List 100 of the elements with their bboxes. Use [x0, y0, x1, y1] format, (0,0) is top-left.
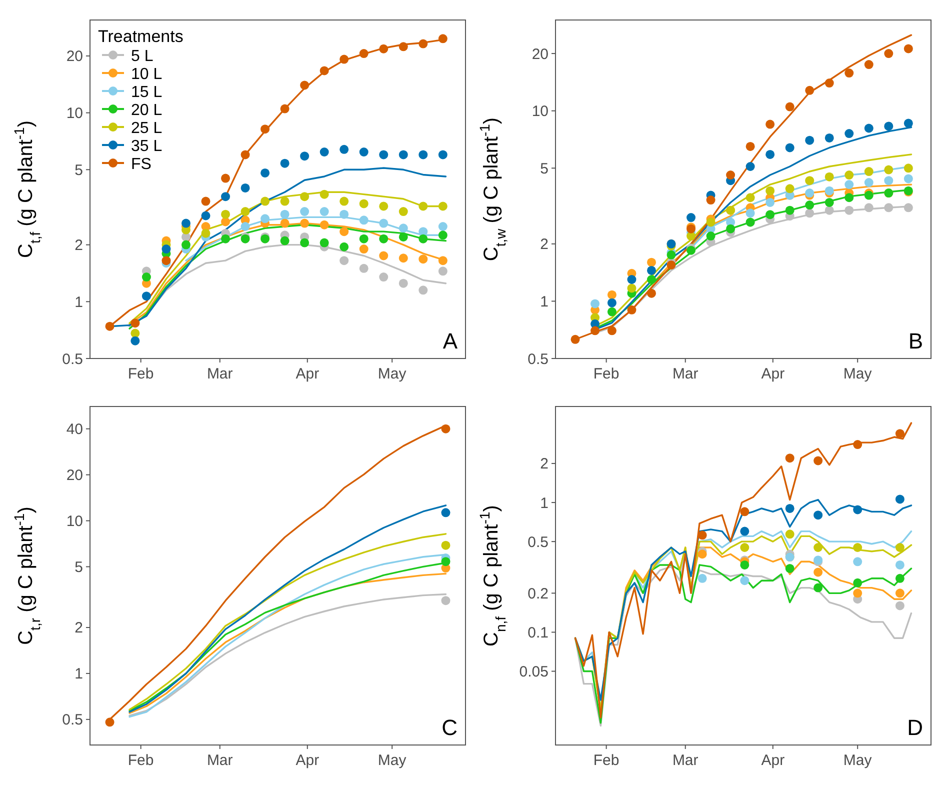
y-tick-label: 2 [540, 456, 548, 473]
y-tick-label: 10 [532, 103, 548, 120]
point [814, 583, 823, 592]
point [221, 192, 230, 202]
annotation: B [908, 328, 923, 354]
point [864, 124, 874, 133]
x-tick-label: Mar [672, 752, 698, 769]
point [853, 505, 862, 514]
point [340, 242, 349, 252]
point [418, 286, 428, 295]
point [379, 202, 388, 211]
point [706, 218, 716, 227]
point [398, 232, 408, 242]
point [320, 207, 329, 216]
point [805, 176, 814, 186]
point [824, 198, 834, 207]
y-tick-label: 0.5 [528, 350, 548, 368]
point [904, 44, 913, 54]
y-tick-label: 2 [540, 236, 548, 254]
point [824, 186, 834, 196]
point [398, 207, 408, 216]
point [844, 68, 854, 78]
point [438, 34, 448, 44]
x-tick-label: May [378, 752, 407, 769]
point [240, 183, 250, 192]
point [785, 184, 794, 194]
point [240, 222, 250, 231]
point [895, 588, 904, 598]
point [740, 576, 750, 586]
point [864, 178, 874, 188]
point [884, 203, 894, 212]
point [240, 150, 250, 160]
point [766, 120, 775, 129]
point [438, 266, 448, 276]
point [698, 530, 707, 540]
point [300, 192, 310, 202]
point [895, 560, 904, 570]
point [280, 218, 290, 228]
point [359, 199, 368, 208]
point [844, 180, 854, 190]
point [627, 275, 636, 284]
y-tick-label: 20 [66, 48, 83, 66]
point [379, 272, 388, 282]
point [221, 234, 230, 244]
point [280, 210, 290, 219]
point [570, 334, 580, 344]
point [260, 214, 270, 224]
point [379, 44, 388, 54]
y-tick-label: 5 [74, 558, 83, 576]
point [785, 530, 794, 539]
point [864, 203, 874, 212]
x-tick-label: Feb [128, 366, 154, 382]
point [844, 193, 854, 202]
annotation: D [907, 715, 923, 740]
legend-label: 10 L [131, 66, 162, 83]
point [853, 588, 862, 598]
point [320, 190, 329, 199]
legend-title: Treatments [98, 27, 184, 46]
point [340, 210, 349, 219]
point [904, 203, 913, 212]
point [895, 601, 904, 610]
point [607, 290, 616, 300]
y-tick-label: 20 [532, 46, 548, 63]
point [844, 129, 854, 138]
point [785, 102, 794, 112]
point [398, 224, 408, 233]
point [221, 210, 230, 219]
y-tick-label: 0.2 [528, 585, 548, 602]
point [746, 162, 755, 171]
point [418, 234, 428, 244]
point [895, 429, 904, 438]
legend-label: 25 L [131, 120, 162, 137]
point [398, 278, 408, 288]
point [895, 542, 904, 552]
point [359, 234, 368, 244]
y-tick-label: 20 [66, 467, 83, 484]
point [706, 232, 716, 241]
point [240, 207, 250, 216]
point [853, 578, 862, 588]
point [844, 206, 854, 215]
y-tick-label: 1 [74, 294, 83, 311]
point [864, 60, 874, 70]
point [221, 174, 230, 183]
point [805, 136, 814, 145]
point [130, 318, 140, 328]
point [884, 49, 894, 58]
point [441, 424, 450, 434]
point [379, 251, 388, 260]
point [398, 254, 408, 263]
point [904, 164, 913, 173]
point [300, 207, 310, 216]
x-tick-label: Mar [206, 366, 233, 382]
point [320, 238, 329, 248]
point [359, 49, 368, 58]
point [441, 508, 450, 518]
point [379, 234, 388, 244]
x-tick-label: Feb [593, 752, 620, 769]
point [646, 266, 656, 275]
point [726, 170, 736, 180]
point [260, 124, 270, 134]
